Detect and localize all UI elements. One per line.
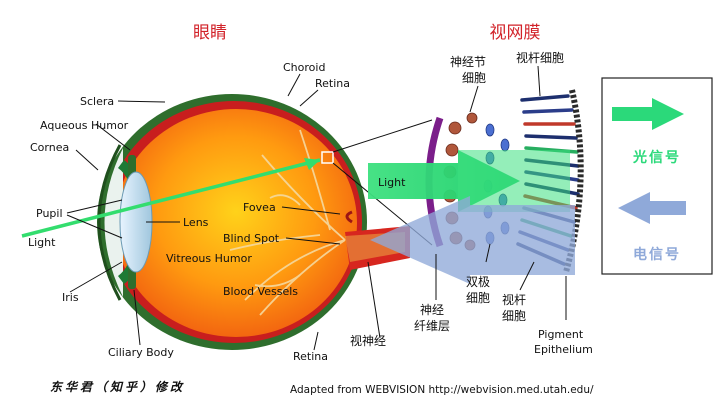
label-iris: Iris xyxy=(62,291,79,304)
electric-signal-arrow-icon xyxy=(618,192,686,224)
retina-leader-lines xyxy=(435,65,567,320)
modifier-credit: 东华君（知乎）修改 xyxy=(50,380,185,394)
label-ganglion-cells-1: 神经节 xyxy=(450,55,486,69)
eye-title: 眼睛 xyxy=(193,23,227,43)
source-credit: Adapted from WEBVISION http://webvision.… xyxy=(290,384,594,396)
label-vitreous-humor: Vitreous Humor xyxy=(166,252,252,265)
label-pigment-epithelium-2: Epithelium xyxy=(534,343,593,356)
label-retina-light: Light xyxy=(378,176,406,189)
eyeball xyxy=(97,94,410,350)
legend-light-signal: 光信号 xyxy=(632,149,681,166)
label-fovea: Fovea xyxy=(243,201,276,214)
legend-electric-signal: 电信号 xyxy=(633,246,681,263)
label-light: Light xyxy=(28,236,56,249)
light-ray-arrowhead xyxy=(304,158,320,170)
label-blind-spot: Blind Spot xyxy=(223,232,280,245)
label-nerve-fiber-layer-1: 神经 xyxy=(420,303,444,317)
label-lens: Lens xyxy=(183,216,209,229)
label-aqueous-humor: Aqueous Humor xyxy=(40,119,129,132)
retina-electric-signal xyxy=(370,196,575,284)
light-ray xyxy=(21,158,321,238)
label-optic-nerve: 视神经 xyxy=(350,333,386,348)
label-rod-cells-bottom-1: 视杆 xyxy=(502,292,526,307)
label-pupil: Pupil xyxy=(36,207,63,220)
label-cornea: Cornea xyxy=(30,141,69,154)
label-nerve-fiber-layer-2: 纤维层 xyxy=(414,319,450,333)
label-bipolar-cells-1: 双极 xyxy=(466,275,490,289)
label-rod-cells-bottom-2: 细胞 xyxy=(502,309,526,323)
retina-light-beam xyxy=(368,150,570,212)
light-signal-arrow-icon xyxy=(612,98,684,130)
label-bipolar-cells-2: 细胞 xyxy=(466,291,490,305)
label-retina-top: Retina xyxy=(315,77,350,90)
label-blood-vessels: Blood Vessels xyxy=(223,285,298,298)
label-rod-cells-top: 视杆细胞 xyxy=(516,50,564,65)
zoom-line-top xyxy=(332,119,433,153)
label-pigment-epithelium-1: Pigment xyxy=(538,328,584,341)
eye-leader-lines xyxy=(66,73,381,351)
label-ganglion-cells-2: 细胞 xyxy=(462,71,486,85)
retina-zoom-box xyxy=(321,151,334,164)
label-choroid: Choroid xyxy=(283,61,325,74)
label-ciliary-body: Ciliary Body xyxy=(108,346,174,359)
signal-legend: 光信号 电信号 xyxy=(601,77,713,275)
label-sclera: Sclera xyxy=(80,95,114,108)
label-retina-bottom: Retina xyxy=(293,350,328,363)
retina-title: 视网膜 xyxy=(490,23,541,43)
